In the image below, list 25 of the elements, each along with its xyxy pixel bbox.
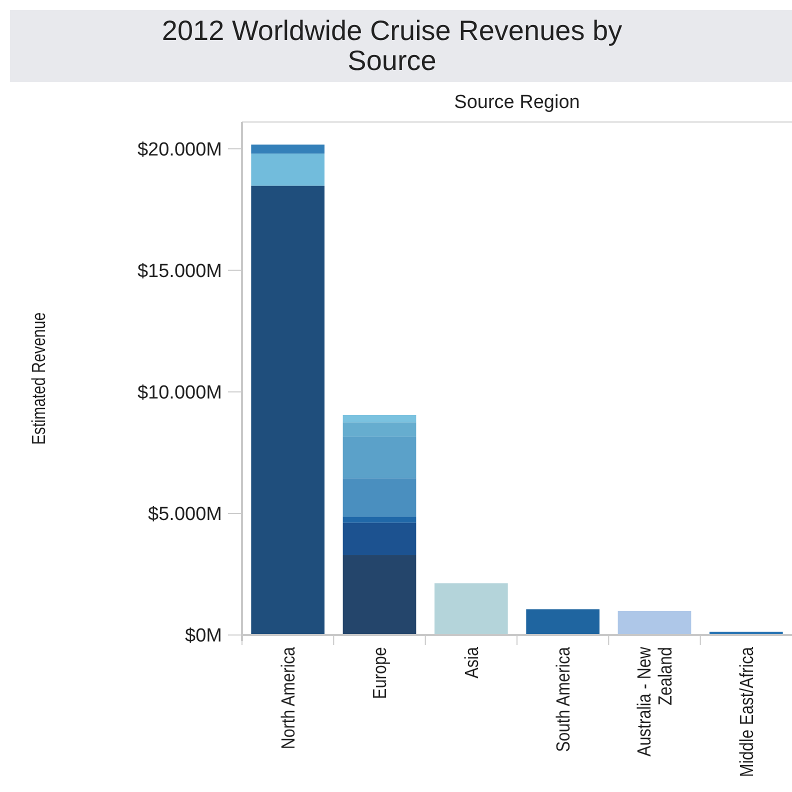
bar [618, 610, 692, 635]
y-axis-title: Estimated Revenue [27, 312, 50, 445]
bar [342, 522, 416, 556]
y-tick-label: $20.000M [137, 139, 222, 160]
x-tick-label: South America [552, 646, 574, 752]
bar [342, 478, 416, 517]
y-tick-label: $5.000M [148, 504, 222, 526]
x-tick-label: Europe [368, 646, 390, 700]
y-tick-label: $15.000M [137, 260, 222, 282]
x-axis-title: Source Region [454, 92, 580, 113]
bar [526, 609, 600, 635]
bar [342, 516, 416, 523]
bar [251, 144, 324, 154]
bar [434, 583, 508, 635]
x-tick-label: Asia [460, 646, 482, 678]
bar [342, 555, 416, 635]
y-tick-label: $10.000M [137, 382, 222, 404]
bar [342, 414, 416, 422]
x-tick-label: Middle East/Africa [736, 646, 758, 778]
y-tick-label: $0M [185, 626, 222, 647]
x-tick-label: North America [277, 646, 299, 750]
chart-title: 2012 Worldwide Cruise Revenues by Source [162, 15, 622, 76]
x-tick-label: Australia - New Zealand [633, 646, 676, 756]
bar [251, 154, 324, 186]
bar [251, 186, 324, 635]
